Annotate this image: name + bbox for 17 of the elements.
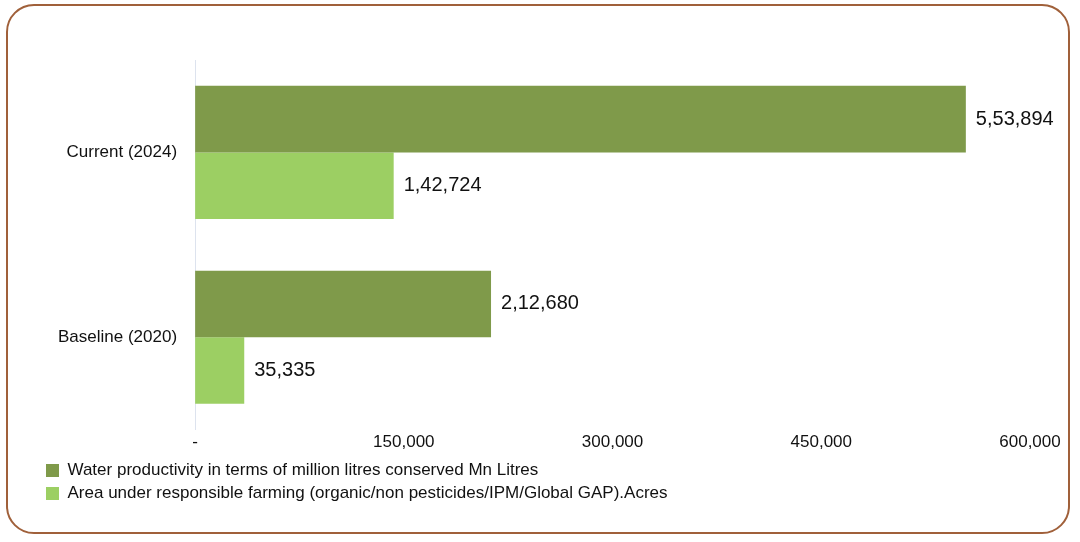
x-tick-label: 150,000 [373, 432, 435, 452]
x-tick-label: 600,000 [999, 432, 1061, 452]
data-label: 1,42,724 [403, 173, 482, 196]
data-label: 5,53,894 [975, 106, 1054, 129]
x-tick-label: - [192, 432, 198, 452]
data-label: 2,12,680 [501, 291, 579, 314]
data-label: 35,335 [254, 357, 316, 380]
bar [195, 270, 492, 338]
bar [195, 85, 966, 153]
x-tick-label: 300,000 [581, 432, 644, 452]
legend-label: Area under responsible farming (organic/non pesticides/IPM/Global GAP).Acres [67, 483, 668, 503]
bar [195, 152, 394, 219]
x-tick-label: 450,000 [790, 432, 852, 452]
legend-label: Water productivity in terms of million litres conserved Mn Litres [67, 460, 539, 480]
y-tick-label: Baseline (2020) [58, 326, 178, 346]
y-tick-label: Current (2024) [66, 142, 178, 162]
bar [195, 337, 245, 404]
